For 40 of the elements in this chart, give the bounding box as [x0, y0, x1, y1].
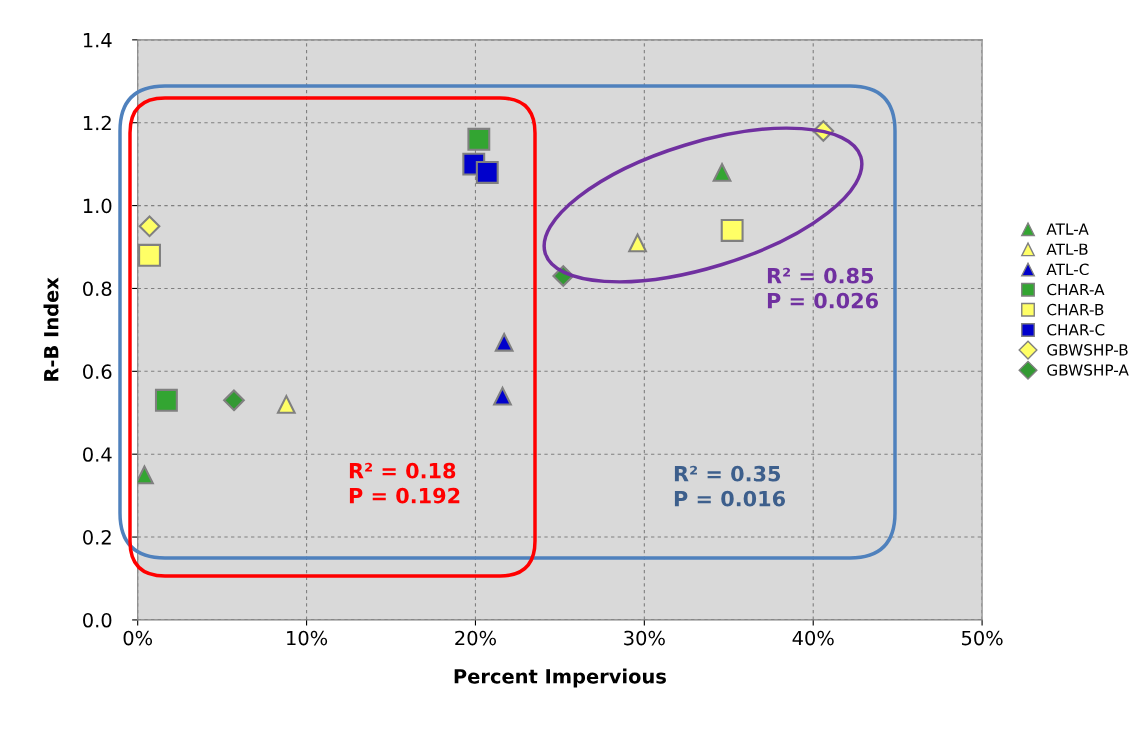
legend-label: ATL-B	[1046, 243, 1088, 255]
point	[628, 233, 647, 253]
legend-label: GBWSHP-A	[1047, 364, 1129, 376]
legend-label: GBWSHP-B	[1047, 344, 1128, 356]
x-tick-label: 10%	[287, 630, 328, 646]
point	[712, 163, 732, 182]
legend-label: CHAR-C	[1047, 323, 1105, 336]
legend-label: CHAR-B	[1047, 303, 1104, 316]
point	[276, 395, 296, 414]
point	[138, 243, 161, 267]
y-tick-label: 0.0	[83, 612, 112, 628]
y-tick-label: 0.8	[83, 281, 112, 297]
x-tick-label: 50%	[961, 630, 1003, 646]
point	[493, 386, 512, 406]
point	[138, 215, 161, 238]
point	[137, 465, 154, 485]
point	[720, 218, 744, 242]
legend-label: ATL-C	[1046, 263, 1089, 276]
x-tick-label: 0%	[123, 630, 153, 646]
point	[223, 389, 245, 412]
point	[494, 332, 514, 352]
legend-label: CHAR-A	[1047, 283, 1105, 296]
x-tick-label: 20%	[455, 630, 496, 646]
annotation: R² = 0.18 P = 0.192	[349, 462, 460, 504]
y-tick-label: 0.6	[83, 364, 112, 379]
y-tick-label: 0.2	[83, 530, 111, 545]
y-tick-label: 1.4	[83, 33, 112, 48]
y-tick-label: 1.2	[83, 115, 111, 131]
point	[467, 127, 491, 151]
legend-label: ATL-A	[1046, 223, 1089, 235]
y-tick-label: 0.4	[83, 447, 112, 462]
annotation: R² = 0.35 P = 0.016	[674, 465, 786, 507]
y-axis-title: R-B Index	[43, 277, 59, 381]
x-axis-title: Percent Impervious	[454, 668, 666, 688]
point	[154, 388, 178, 412]
x-tick-label: 40%	[792, 630, 834, 646]
point	[475, 160, 499, 184]
y-tick-label: 1.0	[83, 198, 112, 214]
x-tick-label: 30%	[624, 630, 665, 646]
annotation: R² = 0.85 P = 0.026	[767, 267, 879, 309]
